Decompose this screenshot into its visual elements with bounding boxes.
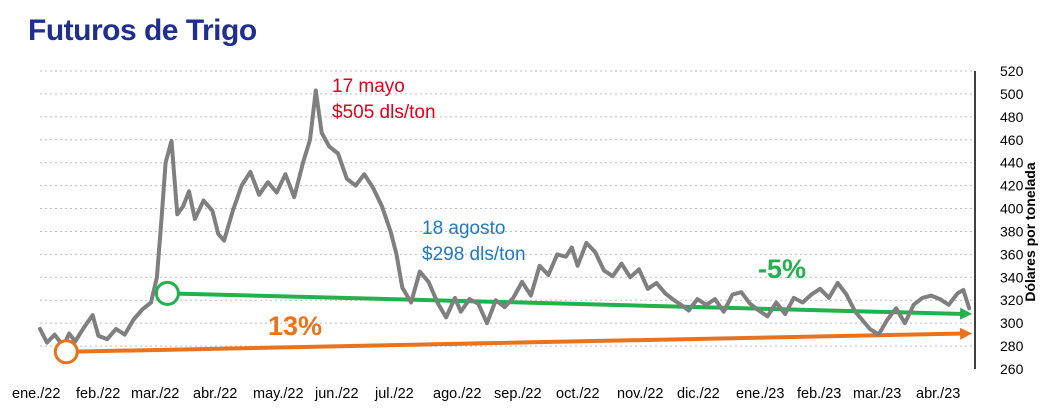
y-tick-label: 420 xyxy=(1000,178,1024,194)
y-tick-label: 440 xyxy=(1000,155,1024,171)
y-tick-label: 280 xyxy=(1000,338,1024,354)
y-tick-label: 520 xyxy=(1000,63,1024,79)
price-line xyxy=(38,88,972,349)
y-tick-label: 500 xyxy=(1000,86,1024,102)
x-tick-label: mar./22 xyxy=(131,386,179,402)
x-tick-label: sep./22 xyxy=(494,386,542,402)
x-tick-label: ago./22 xyxy=(433,386,481,402)
x-tick-label: feb./23 xyxy=(797,386,841,402)
green-trend-line xyxy=(167,291,965,316)
orange-trend-percent: 13% xyxy=(268,311,323,341)
y-tick-label: 460 xyxy=(1000,132,1024,148)
august-annotation: 18 agosto $298 dls/ton xyxy=(422,216,526,268)
y-tick-labels: 260 280 300 320 340 360 380 400 420 440 460 480 500 5… xyxy=(1000,63,1024,377)
orange-arrow-head xyxy=(959,327,973,340)
chart-title: Futuros de Trigo xyxy=(28,14,257,47)
peak-annotation: 17 mayo $505 dls/ton xyxy=(332,74,436,126)
x-tick-label: abr./22 xyxy=(193,386,237,402)
y-tick-label: 340 xyxy=(1000,269,1024,285)
x-tick-label: abr./23 xyxy=(916,386,960,402)
y-tick-label: 480 xyxy=(1000,109,1024,125)
price-series xyxy=(38,88,972,349)
x-tick-label: may./22 xyxy=(253,386,304,402)
y-tick-label: 300 xyxy=(1000,315,1024,331)
x-tick-label: ene./22 xyxy=(12,386,60,402)
y-tick-label: 360 xyxy=(1000,246,1024,262)
peak-date-label: 17 mayo xyxy=(332,76,405,97)
aug-price-label: $298 dls/ton xyxy=(422,244,526,265)
orange-start-marker xyxy=(53,339,79,365)
x-tick-label: dic./22 xyxy=(677,386,720,402)
trend-lines xyxy=(66,291,973,354)
x-tick-label: nov./22 xyxy=(617,386,664,402)
y-tick-label: 380 xyxy=(1000,223,1024,239)
peak-price-label: $505 dls/ton xyxy=(332,102,436,123)
x-tick-label: oct./22 xyxy=(556,386,600,402)
green-start-marker xyxy=(154,280,180,306)
x-tick-label: jun./22 xyxy=(314,386,359,402)
y-tick-label: 260 xyxy=(1000,361,1024,377)
x-tick-label: mar./23 xyxy=(853,386,901,402)
trend-markers xyxy=(53,280,180,365)
y-tick-label: 320 xyxy=(1000,292,1024,308)
x-tick-label: feb./22 xyxy=(76,386,120,402)
x-tick-labels: ene./22 feb./22 mar./22 abr./22 may./22 jun./… xyxy=(12,386,960,402)
x-tick-label: jul./22 xyxy=(374,386,414,402)
y-axis-label: Dólares por tonelada xyxy=(1022,162,1038,302)
x-tick-label: ene./23 xyxy=(736,386,784,402)
y-tick-label: 400 xyxy=(1000,201,1024,217)
orange-trend-line xyxy=(66,331,965,354)
green-trend-percent: -5% xyxy=(758,254,807,284)
green-arrow-head xyxy=(959,307,973,320)
aug-date-label: 18 agosto xyxy=(422,218,506,239)
grid-lines xyxy=(40,70,975,347)
